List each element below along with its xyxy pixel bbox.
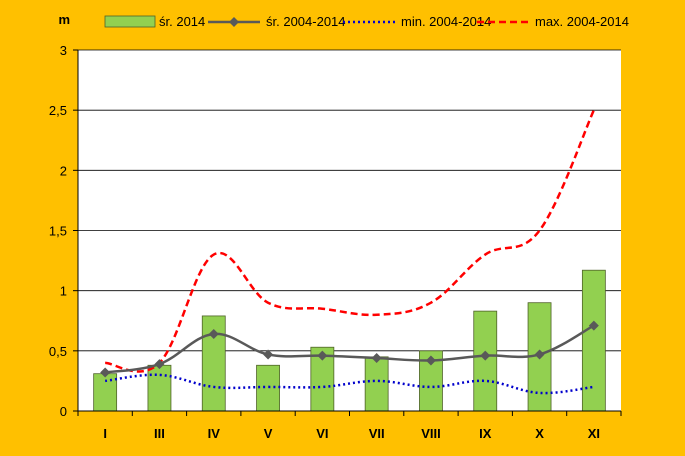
avg-point-marker bbox=[208, 328, 219, 339]
legend: śr. 2014 śr. 2004-2014 min. 2004-2014 max. … bbox=[104, 14, 629, 29]
lines-group bbox=[100, 109, 599, 395]
avg-point-marker bbox=[263, 349, 274, 360]
x-tick-label: VI bbox=[316, 426, 328, 441]
legend-swatch-bar bbox=[104, 15, 156, 28]
y-unit-label: m bbox=[58, 12, 70, 27]
x-tick-label: XI bbox=[588, 426, 600, 441]
bar-sr-2014 bbox=[93, 373, 118, 412]
avg-point-marker bbox=[100, 367, 111, 378]
y-tick-label: 0,5 bbox=[49, 344, 67, 359]
y-axis: 0 0,5 1 1,5 2 2,5 3 bbox=[49, 43, 79, 419]
avg-point-marker bbox=[480, 350, 491, 361]
x-tick-label: IV bbox=[208, 426, 221, 441]
legend-label: min. 2004-2014 bbox=[401, 14, 491, 29]
series-line-min bbox=[105, 373, 594, 395]
series-line-avg bbox=[104, 324, 595, 374]
x-tick-label: X bbox=[535, 426, 544, 441]
y-tick-label: 2,5 bbox=[49, 103, 67, 118]
bar-sr-2014 bbox=[581, 269, 606, 412]
y-tick-label: 0 bbox=[60, 404, 67, 419]
x-tick-label: I bbox=[103, 426, 107, 441]
avg-point-marker bbox=[154, 359, 165, 370]
x-tick-label: VII bbox=[369, 426, 385, 441]
x-tick-label: V bbox=[264, 426, 273, 441]
y-tick-label: 1,5 bbox=[49, 224, 67, 239]
x-axis: I III IV V VI VII VIII IX X XI bbox=[77, 410, 622, 441]
avg-point-marker bbox=[534, 349, 545, 360]
avg-point-marker bbox=[425, 355, 436, 366]
bar-sr-2014 bbox=[147, 364, 172, 412]
y-tick-label: 3 bbox=[60, 43, 67, 58]
avg-point-marker bbox=[317, 350, 328, 361]
x-tick-label: III bbox=[154, 426, 165, 441]
legend-marker-avg bbox=[229, 17, 239, 27]
x-tick-label: IX bbox=[479, 426, 492, 441]
bar-sr-2014 bbox=[364, 356, 389, 412]
y-tick-label: 2 bbox=[60, 163, 67, 178]
x-tick-label: VIII bbox=[421, 426, 441, 441]
bar-sr-2014 bbox=[473, 310, 498, 412]
avg-point-marker bbox=[588, 320, 599, 331]
legend-label: śr. 2004-2014 bbox=[266, 14, 346, 29]
y-tick-label: 1 bbox=[60, 284, 67, 299]
avg-point-marker bbox=[371, 353, 382, 364]
legend-label: max. 2004-2014 bbox=[535, 14, 629, 29]
series-line-max bbox=[104, 109, 595, 373]
legend-label: śr. 2014 bbox=[159, 14, 205, 29]
